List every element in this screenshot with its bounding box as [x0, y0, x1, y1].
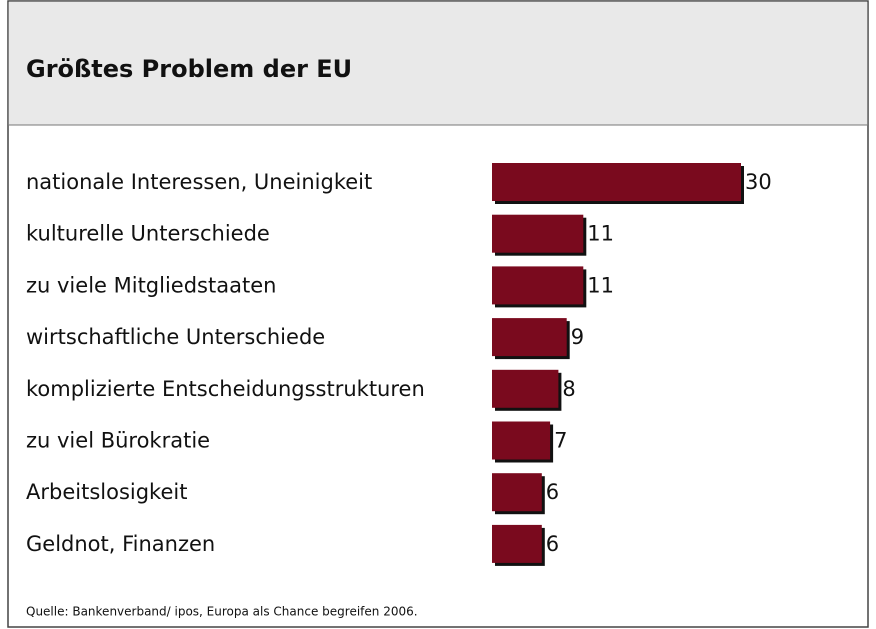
bar [492, 266, 584, 305]
bar [492, 163, 741, 201]
bar [492, 421, 551, 460]
bar [492, 369, 559, 408]
value-label: 6 [546, 480, 559, 504]
header-band [8, 1, 868, 125]
value-label: 6 [546, 532, 559, 556]
bar [492, 473, 542, 512]
category-label: nationale Interessen, Uneinigkeit [26, 170, 372, 194]
category-label: wirtschaftliche Unterschiede [26, 325, 325, 349]
bar [492, 524, 542, 563]
chart-title: Größtes Problem der EU [26, 55, 352, 83]
value-label: 9 [571, 325, 584, 349]
bar [492, 214, 584, 253]
value-label: 11 [587, 273, 614, 297]
value-label: 7 [554, 429, 567, 453]
category-label: zu viele Mitgliedstaaten [26, 273, 276, 297]
category-label: Arbeitslosigkeit [26, 480, 187, 504]
category-label: kulturelle Unterschiede [26, 222, 270, 246]
bar [492, 318, 567, 357]
value-label: 30 [745, 170, 772, 194]
category-label: komplizierte Entscheidungsstrukturen [26, 377, 425, 401]
category-label: zu viel Bürokratie [26, 429, 210, 453]
value-label: 11 [587, 222, 614, 246]
source-note: Quelle: Bankenverband/ ipos, Europa als … [26, 605, 418, 619]
value-label: 8 [562, 377, 575, 401]
category-label: Geldnot, Finanzen [26, 532, 215, 556]
